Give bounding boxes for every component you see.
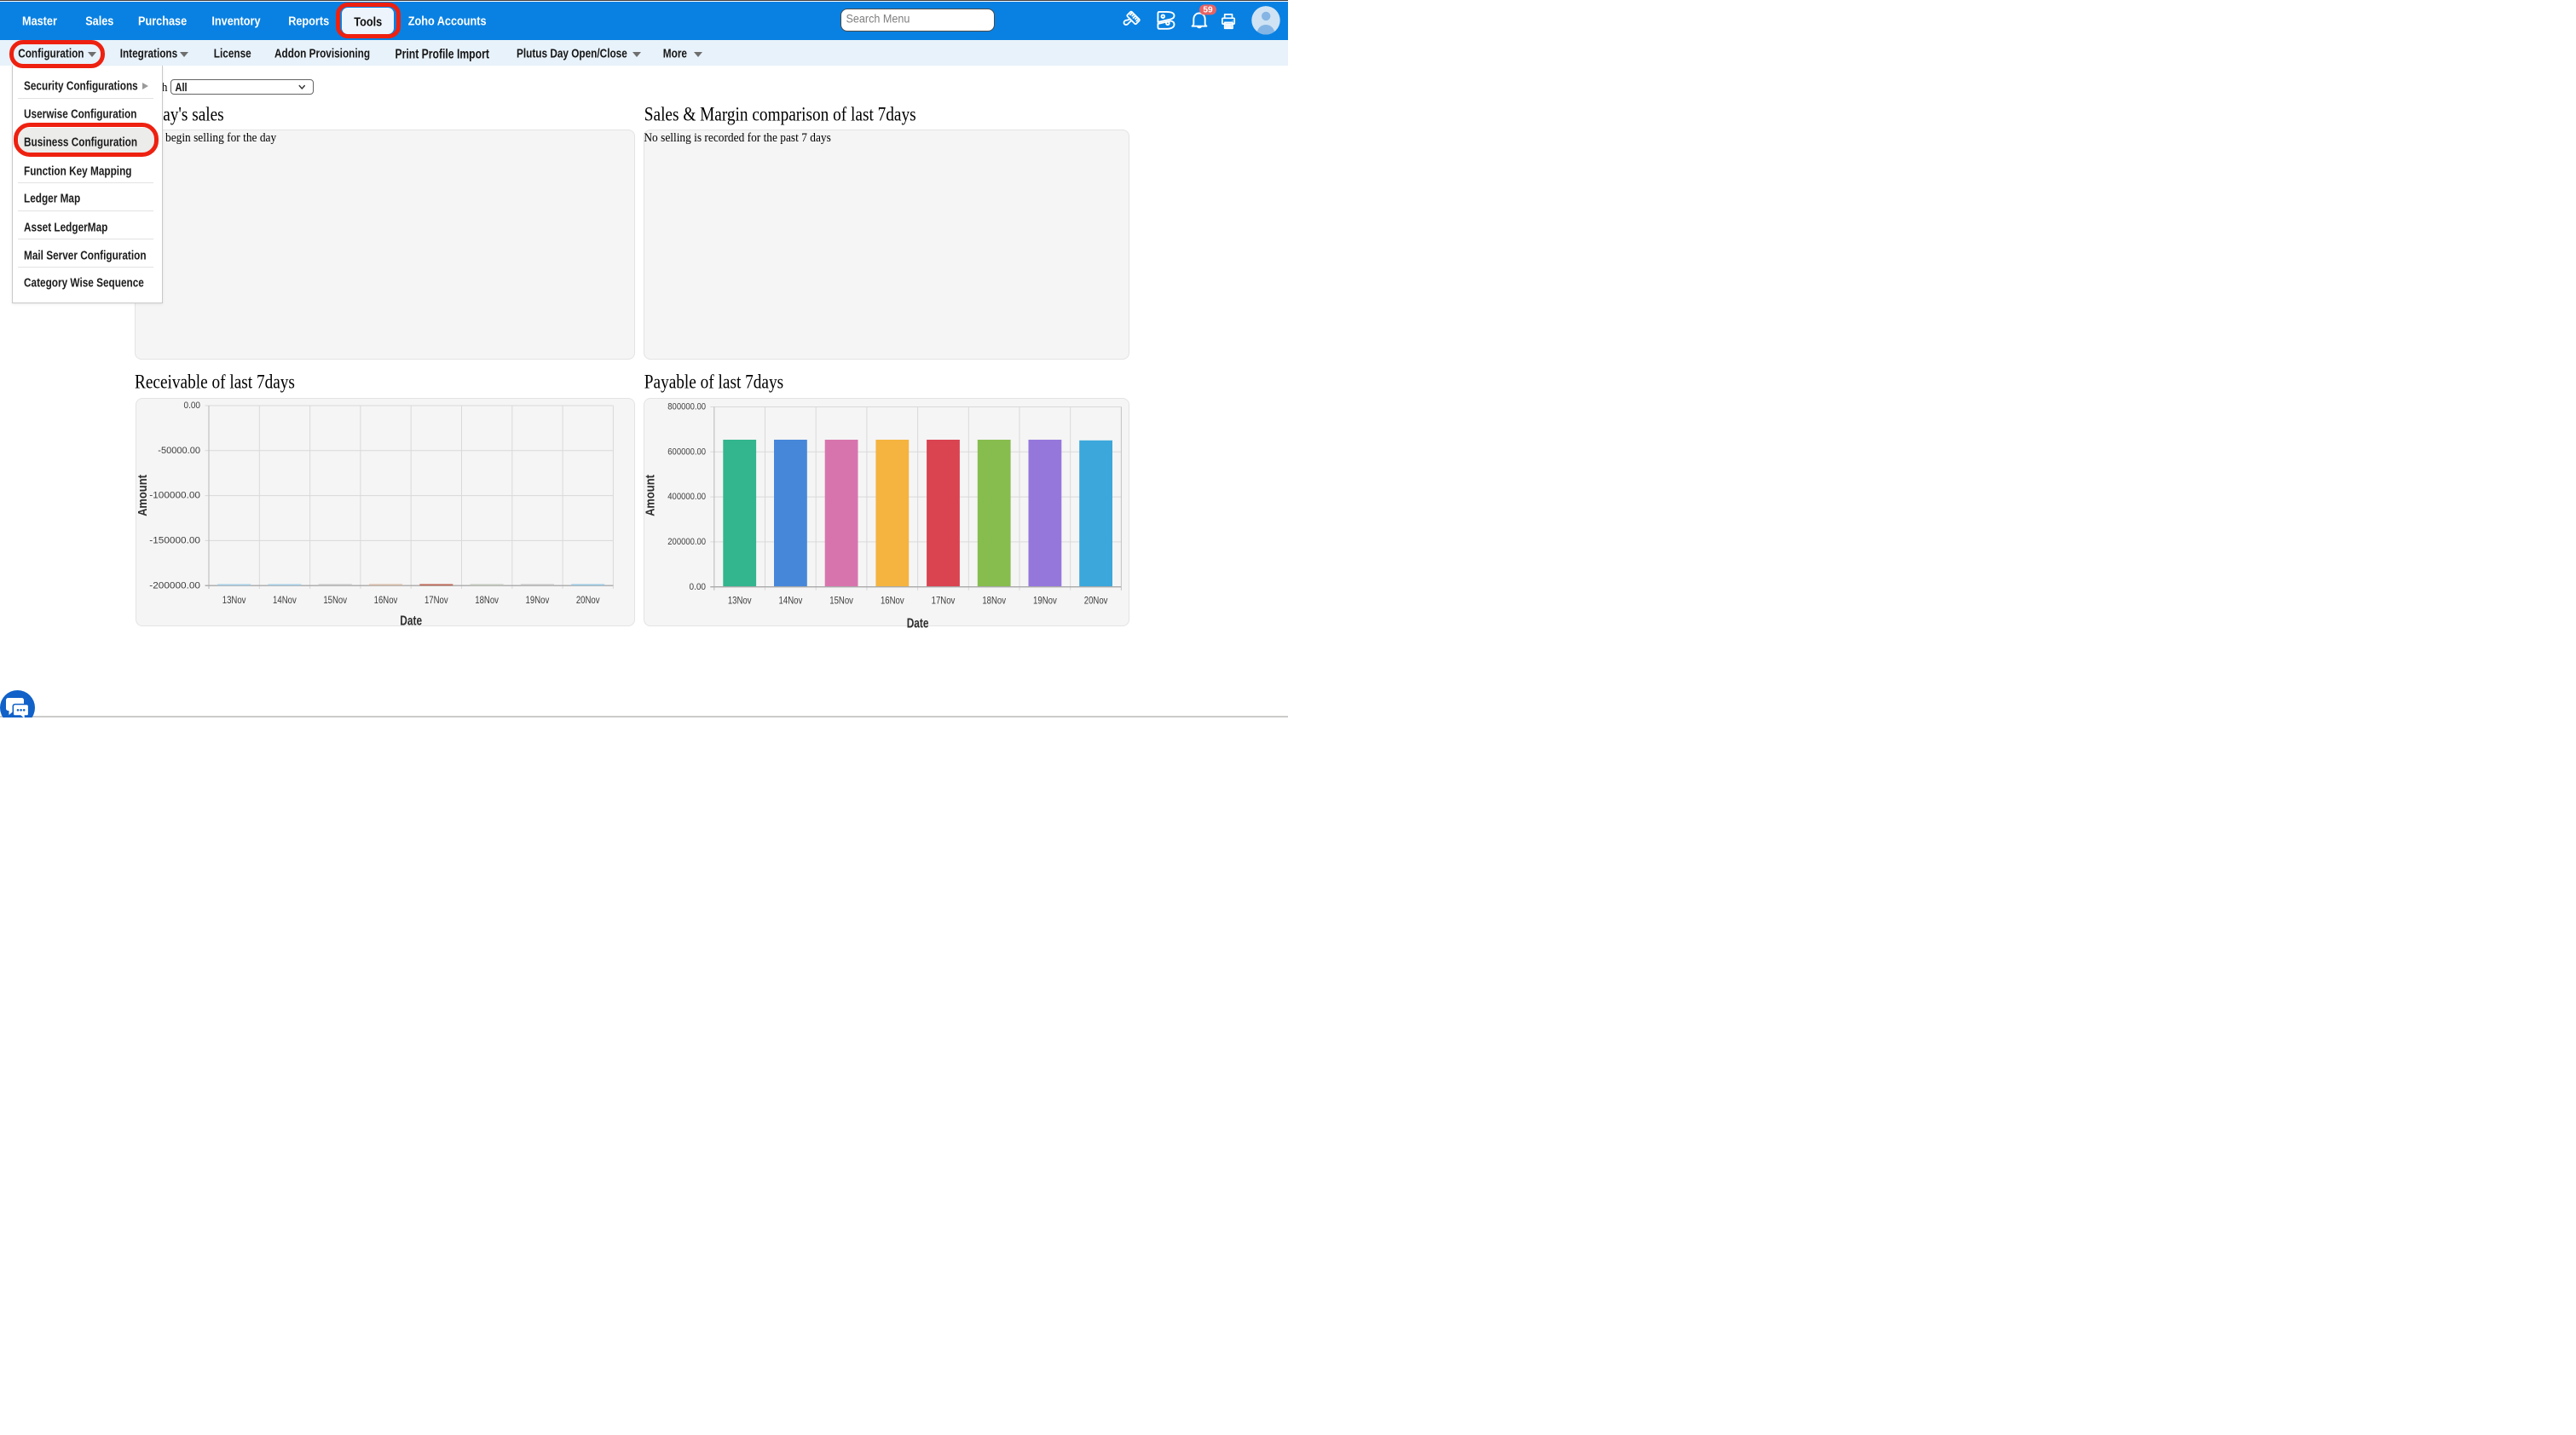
svg-text:13Nov: 13Nov	[727, 594, 751, 606]
svg-text:13Nov: 13Nov	[222, 594, 246, 606]
svg-text:15Nov: 15Nov	[323, 594, 347, 606]
svg-text:Date: Date	[400, 614, 422, 629]
svg-text:18Nov: 18Nov	[475, 594, 499, 606]
svg-text:Date: Date	[906, 616, 928, 631]
svg-text:-100000.00: -100000.00	[149, 491, 200, 501]
svg-text:-150000.00: -150000.00	[149, 536, 200, 546]
svg-text:400000.00: 400000.00	[667, 492, 706, 502]
svg-text:18Nov: 18Nov	[982, 594, 1006, 606]
svg-text:15Nov: 15Nov	[829, 594, 853, 606]
svg-text:Amount: Amount	[136, 475, 150, 516]
svg-text:200000.00: 200000.00	[667, 537, 706, 547]
svg-text:16Nov: 16Nov	[374, 594, 398, 606]
svg-text:0.00: 0.00	[689, 581, 706, 591]
svg-text:-200000.00: -200000.00	[149, 580, 200, 591]
svg-text:0.00: 0.00	[184, 401, 201, 411]
svg-text:20Nov: 20Nov	[576, 594, 600, 606]
svg-text:14Nov: 14Nov	[778, 594, 802, 606]
svg-text:19Nov: 19Nov	[526, 594, 550, 606]
svg-text:Amount: Amount	[644, 475, 658, 516]
svg-text:14Nov: 14Nov	[273, 594, 297, 606]
svg-text:59: 59	[1203, 6, 1213, 15]
svg-text:17Nov: 17Nov	[425, 594, 448, 606]
svg-text:800000.00: 800000.00	[667, 401, 706, 412]
svg-text:17Nov: 17Nov	[931, 594, 955, 606]
svg-text:-50000.00: -50000.00	[158, 446, 200, 456]
svg-text:20Nov: 20Nov	[1083, 594, 1107, 606]
svg-text:19Nov: 19Nov	[1033, 594, 1057, 606]
svg-text:16Nov: 16Nov	[880, 594, 904, 606]
svg-text:600000.00: 600000.00	[667, 447, 706, 457]
